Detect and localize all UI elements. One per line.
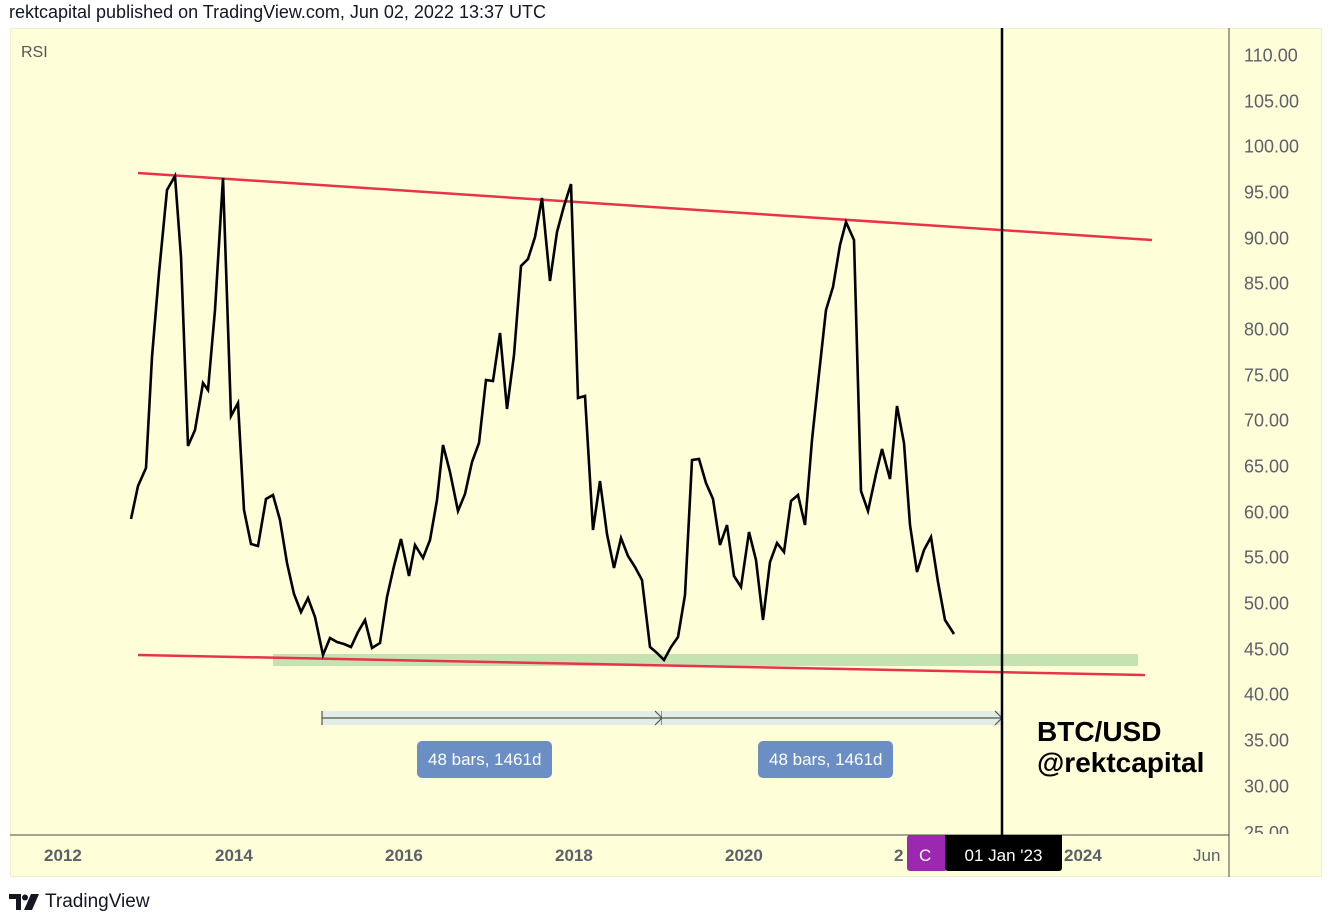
- time-label: 2014: [215, 846, 253, 865]
- price-label: 30.00: [1244, 776, 1290, 797]
- chart-frame[interactable]: [10, 28, 1322, 877]
- price-label-clipped: 25.00: [1244, 820, 1289, 834]
- price-label: 80.00: [1244, 319, 1290, 340]
- time-label: 2020: [725, 846, 763, 865]
- time-label: 2018: [555, 846, 593, 865]
- price-label: 95.00: [1244, 182, 1290, 203]
- price-label: 70.00: [1244, 410, 1290, 431]
- price-label: 40.00: [1244, 684, 1290, 705]
- publish-info: rektcapital published on TradingView.com…: [9, 2, 546, 22]
- alert-tag[interactable]: C: [907, 835, 947, 871]
- footer-brand[interactable]: TradingView: [9, 891, 150, 913]
- lower-trendline[interactable]: [137, 653, 1146, 677]
- price-label: 35.00: [1244, 730, 1290, 751]
- tradingview-logo-icon: [9, 894, 39, 910]
- crosshair-date-label: 01 Jan '23: [945, 835, 1062, 871]
- price-label: 45.00: [1244, 639, 1290, 660]
- time-label: Jun: [1193, 846, 1221, 865]
- pane-title: RSI: [21, 44, 48, 61]
- price-label: 105.00: [1244, 91, 1300, 112]
- price-label: 25.00: [1244, 823, 1290, 834]
- price-label: 55.00: [1244, 547, 1290, 568]
- watermark-text: BTC/USD @rektcapital: [1037, 716, 1204, 778]
- price-label: 100.00: [1244, 136, 1300, 157]
- price-label: 50.00: [1244, 593, 1290, 614]
- watermark-symbol: BTC/USD: [1037, 716, 1162, 747]
- date-range-2-label[interactable]: 48 bars, 1461d: [758, 741, 894, 778]
- price-label: 110.00: [1244, 45, 1298, 66]
- watermark-author: @rektcapital: [1037, 747, 1205, 778]
- price-label: 85.00: [1244, 273, 1290, 294]
- footer-brand-label: TradingView: [45, 891, 150, 912]
- upper-trendline[interactable]: [137, 171, 1153, 242]
- time-label: 2024: [1064, 846, 1102, 865]
- time-label: 2016: [385, 846, 423, 865]
- price-label: 60.00: [1244, 502, 1290, 523]
- date-range-1-label[interactable]: 48 bars, 1461d: [417, 741, 553, 778]
- time-label: 2: [894, 846, 904, 865]
- price-label: 75.00: [1244, 365, 1290, 386]
- price-label: 90.00: [1244, 228, 1290, 249]
- rsi-line[interactable]: [129, 171, 956, 663]
- time-label: 2012: [44, 846, 82, 865]
- price-label: 65.00: [1244, 456, 1290, 477]
